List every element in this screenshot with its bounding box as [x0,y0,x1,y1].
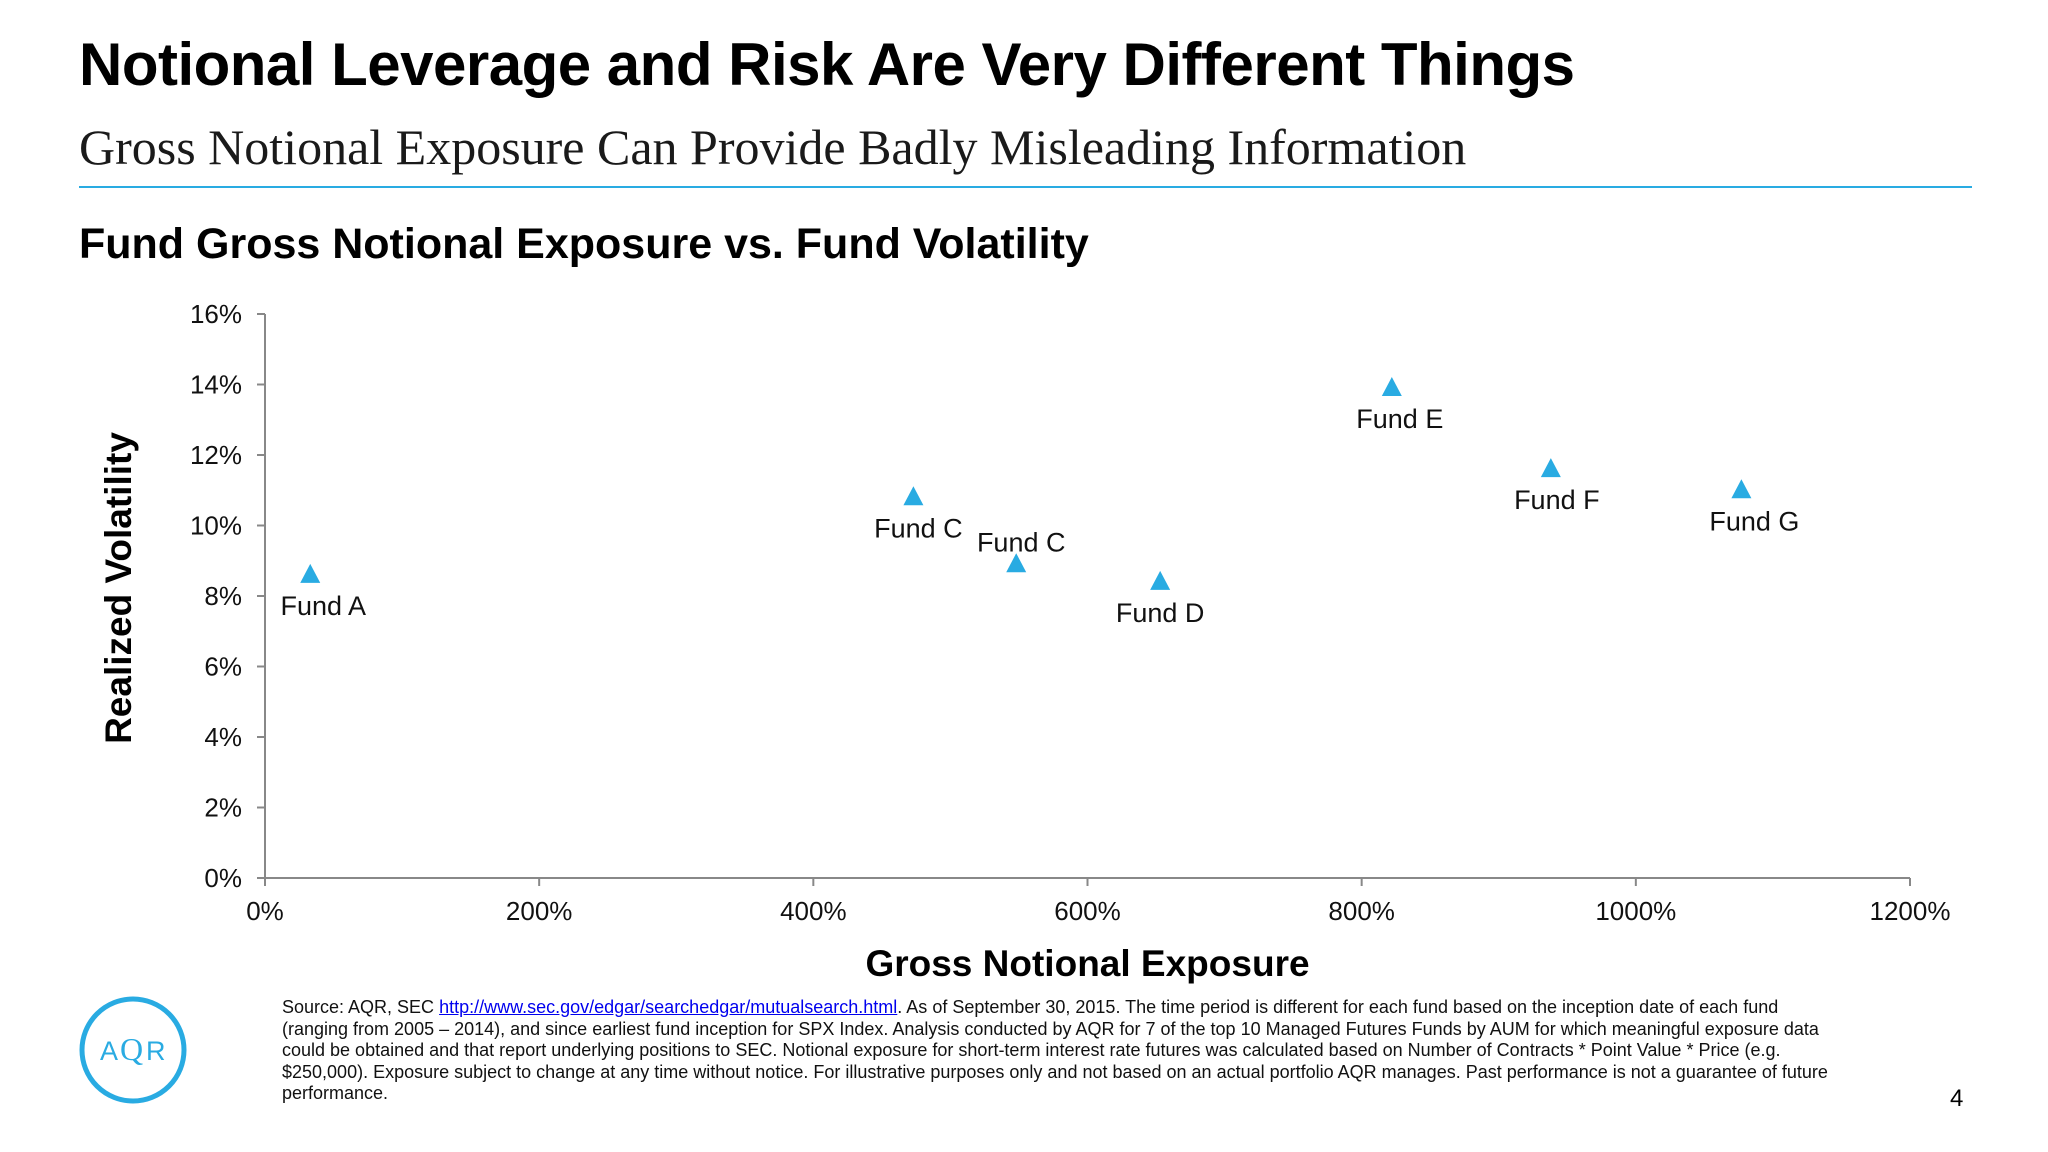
aqr-logo: A Q R [79,996,187,1104]
y-tick-label: 6% [204,652,242,682]
data-point-marker [1006,553,1027,573]
x-tick-label: 400% [780,896,847,926]
y-tick-label: 10% [190,511,242,541]
logo-letter-q: Q [120,1031,143,1067]
y-tick-label: 2% [204,793,242,823]
data-point-label: Fund A [280,591,366,621]
y-tick-label: 14% [190,370,242,400]
x-tick-label: 800% [1328,896,1395,926]
slide-title: Notional Leverage and Risk Are Very Diff… [79,31,1575,98]
footnote-text: . As of September 30, 2015. The time per… [282,997,1828,1103]
y-tick-label: 0% [204,863,242,893]
data-point-marker [903,486,924,506]
data-point-label: Fund E [1356,404,1443,434]
x-tick-label: 200% [506,896,573,926]
data-point-label: Fund C [977,527,1066,557]
y-tick-label: 12% [190,440,242,470]
data-point-marker [1540,458,1561,478]
slide-subtitle: Gross Notional Exposure Can Provide Badl… [79,119,1467,175]
data-point-label: Fund F [1514,485,1600,515]
data-point-marker [1381,377,1402,397]
chart-title: Fund Gross Notional Exposure vs. Fund Vo… [79,220,1089,268]
logo-letter-r: R [146,1036,166,1066]
x-tick-label: 1000% [1595,896,1676,926]
x-tick-label: 0% [246,896,284,926]
y-tick-label: 8% [204,581,242,611]
data-point-label: Fund D [1116,598,1205,628]
source-footnote: Source: AQR, SEC http://www.sec.gov/edga… [282,997,1842,1105]
page-number: 4 [1950,1085,1964,1112]
data-point-label: Fund G [1709,506,1799,536]
y-axis-title: Realized Volatility [98,432,139,744]
y-tick-label: 16% [190,299,242,329]
x-axis-title: Gross Notional Exposure [865,943,1309,984]
footnote-prefix: Source: AQR, SEC [282,997,440,1017]
title-divider [79,186,1972,188]
x-tick-label: 600% [1054,896,1121,926]
data-point-marker [1150,570,1171,590]
data-point-marker [1731,479,1752,499]
x-tick-label: 1200% [1870,896,1951,926]
sec-source-link[interactable]: http://www.sec.gov/edgar/searchedgar/mut… [439,997,898,1017]
data-point-marker [300,563,321,583]
y-tick-label: 4% [204,722,242,752]
logo-letter-a: A [100,1036,118,1066]
data-point-label: Fund C [874,513,963,543]
scatter-chart: 0% 2% 4% 6% 8% 10% 12% 14% 16% 0% 200% 400% 600% 800%… [98,299,1951,984]
